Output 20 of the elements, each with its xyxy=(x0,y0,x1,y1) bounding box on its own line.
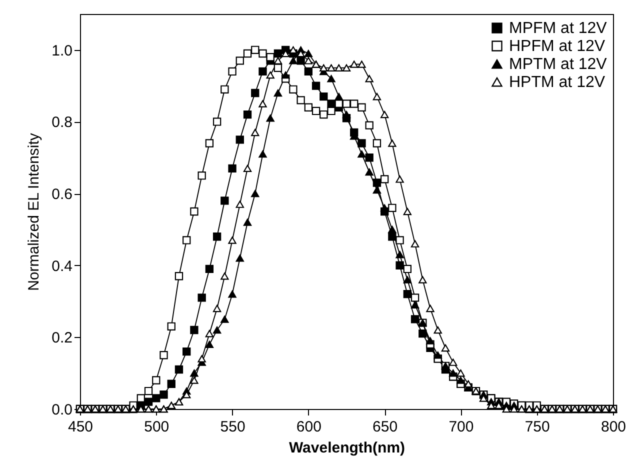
y-axis-title: Normalized EL Intensity xyxy=(26,132,43,291)
y-tick-label: 1.0 xyxy=(52,42,72,60)
legend-label: MPTM at 12V xyxy=(509,56,608,73)
x-axis-title: Wavelength(nm) xyxy=(288,440,406,456)
x-tick-label: 500 xyxy=(144,418,170,436)
x-tick-label: 700 xyxy=(448,418,474,436)
x-tick-label: 750 xyxy=(524,418,550,436)
y-tick-label: 0.8 xyxy=(52,114,72,132)
x-tick-label: 600 xyxy=(296,418,322,436)
legend-label: HPFM at 12V xyxy=(509,38,606,55)
x-tick-label: 650 xyxy=(372,418,398,436)
y-tick-label: 0.0 xyxy=(52,402,72,418)
y-tick-label: 0.6 xyxy=(52,186,72,204)
x-tick-label: 800 xyxy=(600,418,626,436)
y-tick-label: 0.2 xyxy=(52,330,72,347)
legend-label: MPFM at 12V xyxy=(509,20,608,37)
x-tick-label: 450 xyxy=(68,418,94,436)
x-tick-label: 550 xyxy=(220,418,246,436)
y-tick-label: 0.4 xyxy=(52,258,72,275)
legend-label: HPTM at 12V xyxy=(509,74,606,91)
